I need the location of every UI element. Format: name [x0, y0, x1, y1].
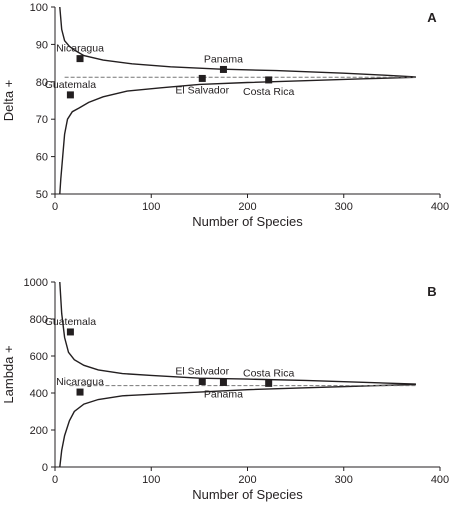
y-tick-label: 100: [30, 2, 48, 14]
y-tick-label: 80: [36, 77, 48, 89]
data-point-costa-rica: [265, 76, 273, 84]
x-tick-label: 400: [431, 474, 449, 486]
x-axis-title: Number of Species: [192, 214, 303, 229]
chart-panel-B: 0 100 200 300 400 0 200 400 600 800 1000 Number of …: [1, 277, 449, 502]
y-tick-label: 800: [30, 314, 48, 326]
y-tick-label: 90: [36, 39, 48, 51]
upper-funnel-line: [59, 6, 416, 78]
data-point-el-salvador: [198, 378, 206, 386]
data-point-panama: [219, 65, 227, 73]
x-tick-label: 100: [142, 201, 160, 213]
y-axis-title: Lambda +: [1, 345, 16, 403]
data-label-nicaragua: Nicaragua: [56, 376, 104, 388]
data-label-costa-rica: Costa Rica: [243, 367, 295, 379]
data-label-panama: Panama: [204, 388, 243, 400]
data-point-guatemala: [66, 91, 74, 99]
y-tick-label: 70: [36, 114, 48, 126]
data-point-el-salvador: [198, 74, 206, 82]
data-label-nicaragua: Nicaragua: [56, 43, 104, 55]
y-tick-label: 60: [36, 152, 48, 164]
x-tick-label: 100: [142, 474, 160, 486]
chart-panel-A: 0 100 200 300 400 50 60 70 80 90 100 Number of Spec…: [1, 2, 449, 229]
x-tick-label: 200: [238, 201, 256, 213]
panel-letter: A: [427, 10, 437, 25]
data-label-costa-rica: Costa Rica: [243, 86, 295, 98]
y-tick-label: 600: [30, 351, 48, 363]
x-tick-label: 300: [335, 474, 353, 486]
y-axis-title: Delta +: [1, 80, 16, 122]
panel-letter: B: [427, 284, 436, 299]
data-point-nicaragua: [76, 55, 84, 63]
y-tick-label: 0: [42, 462, 48, 474]
x-tick-label: 200: [238, 474, 256, 486]
x-tick-label: 300: [335, 201, 353, 213]
lower-funnel-line: [59, 76, 416, 195]
y-tick-label: 200: [30, 425, 48, 437]
x-axis-title: Number of Species: [192, 487, 303, 502]
data-label-guatemala: Guatemala: [45, 316, 97, 328]
data-point-guatemala: [66, 328, 74, 336]
data-label-panama: Panama: [204, 53, 243, 65]
y-tick-label: 400: [30, 388, 48, 400]
y-tick-label: 50: [36, 189, 48, 201]
data-label-el-salvador: El Salvador: [175, 366, 229, 378]
upper-funnel-line: [59, 281, 416, 385]
data-label-el-salvador: El Salvador: [175, 84, 229, 96]
data-point-nicaragua: [76, 388, 84, 396]
data-point-costa-rica: [265, 379, 273, 387]
x-tick-label: 400: [431, 201, 449, 213]
x-tick-label: 0: [52, 201, 58, 213]
data-label-guatemala: Guatemala: [45, 79, 97, 91]
y-tick-label: 1000: [24, 277, 48, 289]
data-point-panama: [219, 378, 227, 386]
x-tick-label: 0: [52, 474, 58, 486]
lower-funnel-line: [59, 383, 416, 468]
